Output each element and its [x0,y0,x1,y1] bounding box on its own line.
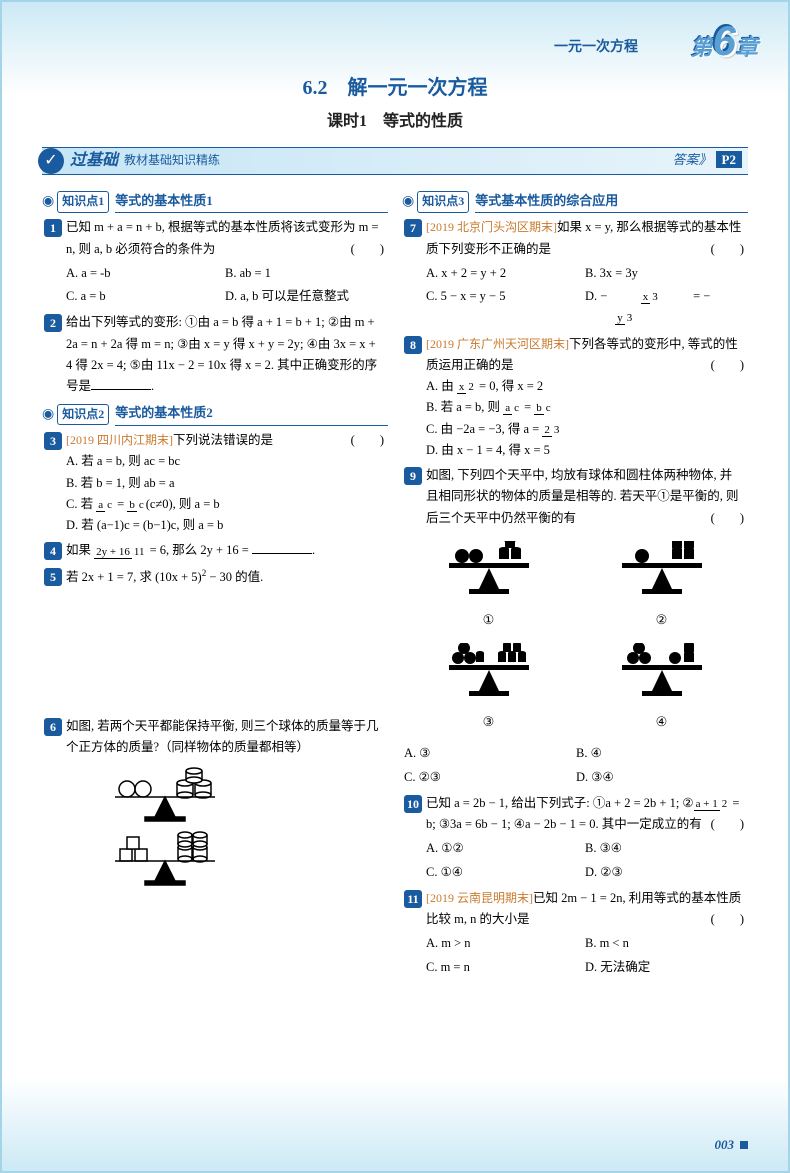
knowledge-point-1: ◉知识点1等式的基本性质1 [42,191,388,214]
question-4: 4如果 2y + 1611 = 6, 那么 2y + 16 = . [42,540,388,561]
question-1: 1已知 m + a = n + b, 根据等式的基本性质将该式变形为 m = n… [42,217,388,308]
question-3: 3[2019 四川内江期末]下列说法错误的是( ) A. 若 a = b, 则 … [42,430,388,536]
question-9: 9如图, 下列四个天平中, 均放有球体和圆柱体两种物体, 并且相同形状的物体的质… [402,465,748,529]
basics-subtitle: 教材基础知识精练 [124,151,220,170]
chapter-badge: 第6章 [691,7,758,74]
basics-bar: ✓ 过基础 教材基础知识精练 答案》P2 [42,147,748,175]
question-9-opts: A. ③B. ④C. ②③D. ③④ [402,740,748,789]
check-icon: ✓ [38,148,64,174]
question-8: 8[2019 广东广州天河区期末]下列各等式的变形中, 等式的性质运用正确的是(… [402,334,748,462]
question-11: 11[2019 云南昆明期末]已知 2m − 1 = 2n, 利用等式的基本性质… [402,888,748,979]
question-7: 7[2019 北京门头沟区期末]如果 x = y, 那么根据等式的基本性质下列变… [402,217,748,329]
basics-title: 过基础 [70,148,118,174]
chapter-subject: 一元一次方程 [554,37,638,59]
page-number: 003 [715,1135,749,1156]
balance-figure-q6 [42,767,388,891]
question-10: 10已知 a = 2b − 1, 给出下列式子: ①a + 2 = 2b + 1… [402,793,748,884]
question-2: 2给出下列等式的变形: ①由 a = b 得 a + 1 = b + 1; ②由… [42,312,388,397]
lesson-title: 课时1 等式的性质 [42,109,748,135]
section-title: 6.2 解一元一次方程 [42,72,748,104]
knowledge-point-2: ◉知识点2等式的基本性质2 [42,403,388,426]
question-5: 5若 2x + 1 = 7, 求 (10x + 5)2 − 30 的值. [42,566,388,588]
knowledge-point-3: ◉知识点3等式基本性质的综合应用 [402,191,748,214]
question-6: 6如图, 若两个天平都能保持平衡, 则三个球体的质量等于几个正方体的质量?（同样… [42,716,388,759]
answer-ref: 答案》P2 [673,150,742,171]
balance-figure-q9: ① ② ③ ④ [402,537,748,733]
